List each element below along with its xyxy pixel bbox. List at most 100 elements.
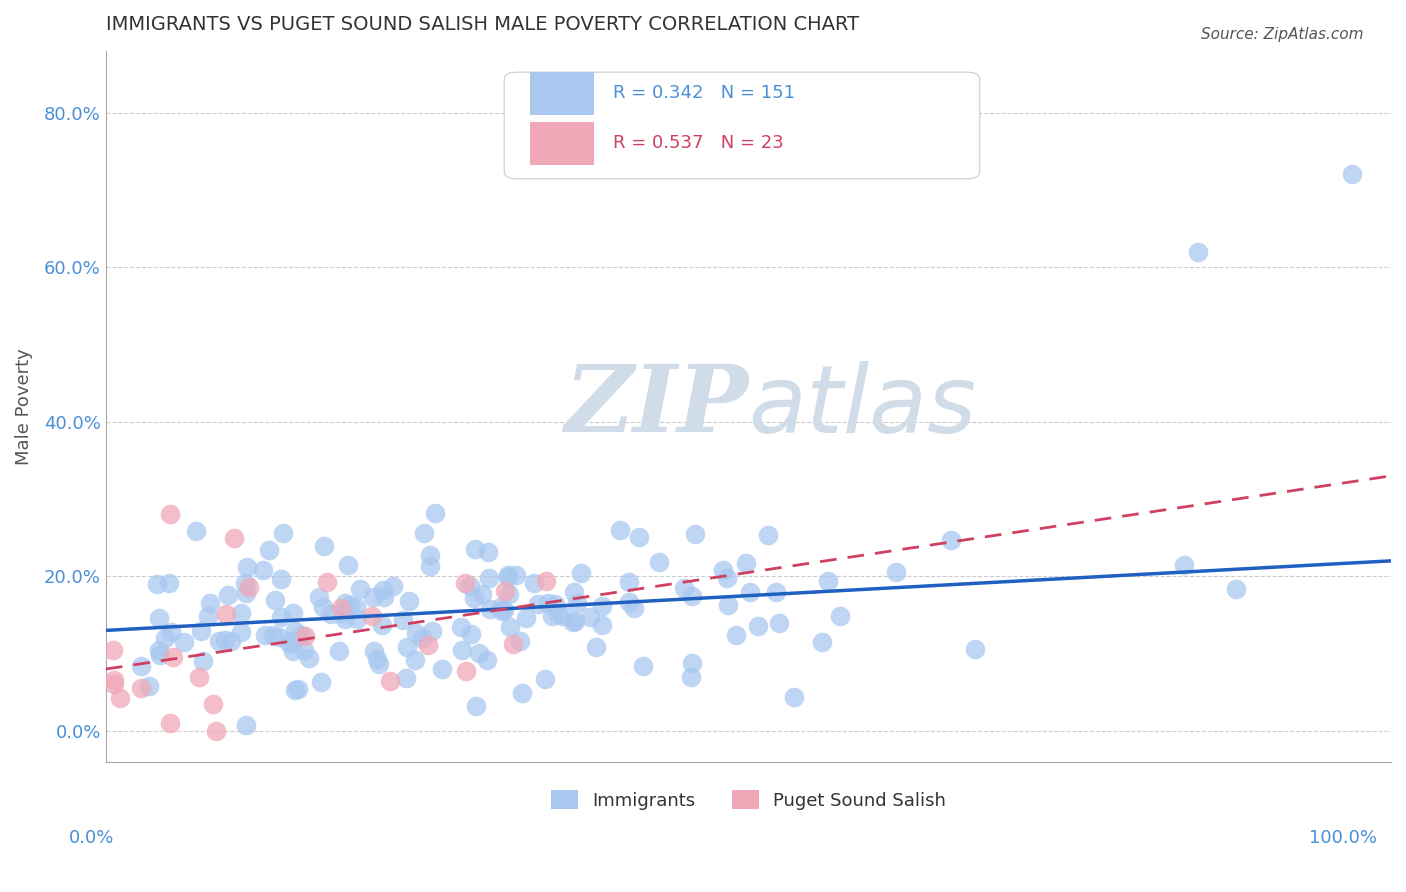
Immigrants: [270, 572, 292, 586]
Immigrants: [683, 527, 706, 541]
Immigrants: [464, 541, 486, 556]
Immigrants: [281, 634, 304, 648]
Immigrants: [471, 587, 494, 601]
Immigrants: [451, 643, 474, 657]
Immigrants: [173, 635, 195, 649]
Puget Sound Salish: [416, 638, 439, 652]
Immigrants: [783, 690, 806, 705]
Immigrants: [148, 611, 170, 625]
Puget Sound Salish: [103, 643, 125, 657]
Immigrants: [585, 640, 607, 655]
Text: Source: ZipAtlas.com: Source: ZipAtlas.com: [1201, 27, 1364, 42]
Puget Sound Salish: [214, 607, 236, 621]
Immigrants: [464, 698, 486, 713]
Immigrants: [264, 593, 287, 607]
Immigrants: [420, 624, 443, 639]
Immigrants: [765, 585, 787, 599]
Immigrants: [262, 628, 284, 642]
Immigrants: [339, 598, 361, 612]
Immigrants: [373, 583, 395, 598]
Puget Sound Salish: [224, 531, 246, 545]
Immigrants: [512, 686, 534, 700]
Immigrants: [571, 566, 593, 580]
Immigrants: [257, 543, 280, 558]
Immigrants: [344, 600, 367, 615]
Puget Sound Salish: [494, 584, 516, 599]
Immigrants: [395, 671, 418, 685]
Y-axis label: Male Poverty: Male Poverty: [15, 348, 32, 465]
Immigrants: [191, 654, 214, 668]
Immigrants: [284, 682, 307, 697]
Puget Sound Salish: [162, 650, 184, 665]
Immigrants: [346, 612, 368, 626]
Immigrants: [283, 644, 305, 658]
Immigrants: [617, 594, 640, 608]
Immigrants: [419, 559, 441, 574]
Immigrants: [828, 609, 851, 624]
Immigrants: [405, 626, 427, 640]
Immigrants: [758, 528, 780, 542]
Immigrants: [190, 624, 212, 638]
Immigrants: [395, 640, 418, 655]
Immigrants: [160, 624, 183, 639]
Puget Sound Salish: [361, 609, 384, 624]
Immigrants: [138, 679, 160, 693]
Puget Sound Salish: [534, 574, 557, 588]
Immigrants: [328, 644, 350, 658]
Immigrants: [498, 587, 520, 601]
Immigrants: [478, 571, 501, 585]
Bar: [530, 72, 595, 115]
Immigrants: [509, 633, 531, 648]
Immigrants: [884, 566, 907, 580]
Immigrants: [498, 569, 520, 583]
Puget Sound Salish: [103, 673, 125, 687]
Puget Sound Salish: [159, 508, 181, 522]
Text: R = 0.342   N = 151: R = 0.342 N = 151: [613, 85, 796, 103]
Immigrants: [1341, 168, 1364, 182]
Immigrants: [148, 642, 170, 657]
Immigrants: [371, 618, 394, 632]
Immigrants: [233, 575, 256, 590]
Immigrants: [738, 585, 761, 599]
Immigrants: [725, 628, 748, 642]
Immigrants: [479, 602, 502, 616]
Immigrants: [681, 670, 703, 684]
Puget Sound Salish: [103, 677, 125, 691]
Immigrants: [198, 596, 221, 610]
Immigrants: [208, 634, 231, 648]
Immigrants: [278, 636, 301, 650]
Immigrants: [768, 616, 790, 631]
Text: 100.0%: 100.0%: [1309, 830, 1376, 847]
Immigrants: [319, 607, 342, 621]
FancyBboxPatch shape: [505, 72, 980, 178]
Immigrants: [336, 558, 359, 572]
Immigrants: [562, 615, 585, 629]
Immigrants: [515, 611, 537, 625]
Immigrants: [281, 606, 304, 620]
Immigrants: [413, 526, 436, 541]
Immigrants: [398, 594, 420, 608]
Immigrants: [366, 652, 388, 666]
Puget Sound Salish: [453, 575, 475, 590]
Immigrants: [153, 631, 176, 645]
Immigrants: [404, 653, 426, 667]
Immigrants: [367, 657, 389, 671]
Immigrants: [463, 591, 485, 605]
Immigrants: [681, 589, 703, 603]
Text: 0.0%: 0.0%: [69, 830, 114, 847]
Immigrants: [235, 586, 257, 600]
Immigrants: [270, 609, 292, 624]
Immigrants: [734, 557, 756, 571]
Immigrants: [564, 615, 586, 629]
Text: atlas: atlas: [748, 360, 977, 452]
Immigrants: [308, 590, 330, 604]
Immigrants: [648, 555, 671, 569]
Immigrants: [292, 642, 315, 657]
Immigrants: [489, 599, 512, 614]
Immigrants: [562, 585, 585, 599]
Immigrants: [475, 653, 498, 667]
Immigrants: [287, 681, 309, 696]
Immigrants: [253, 628, 276, 642]
Immigrants: [349, 582, 371, 596]
Immigrants: [623, 601, 645, 615]
